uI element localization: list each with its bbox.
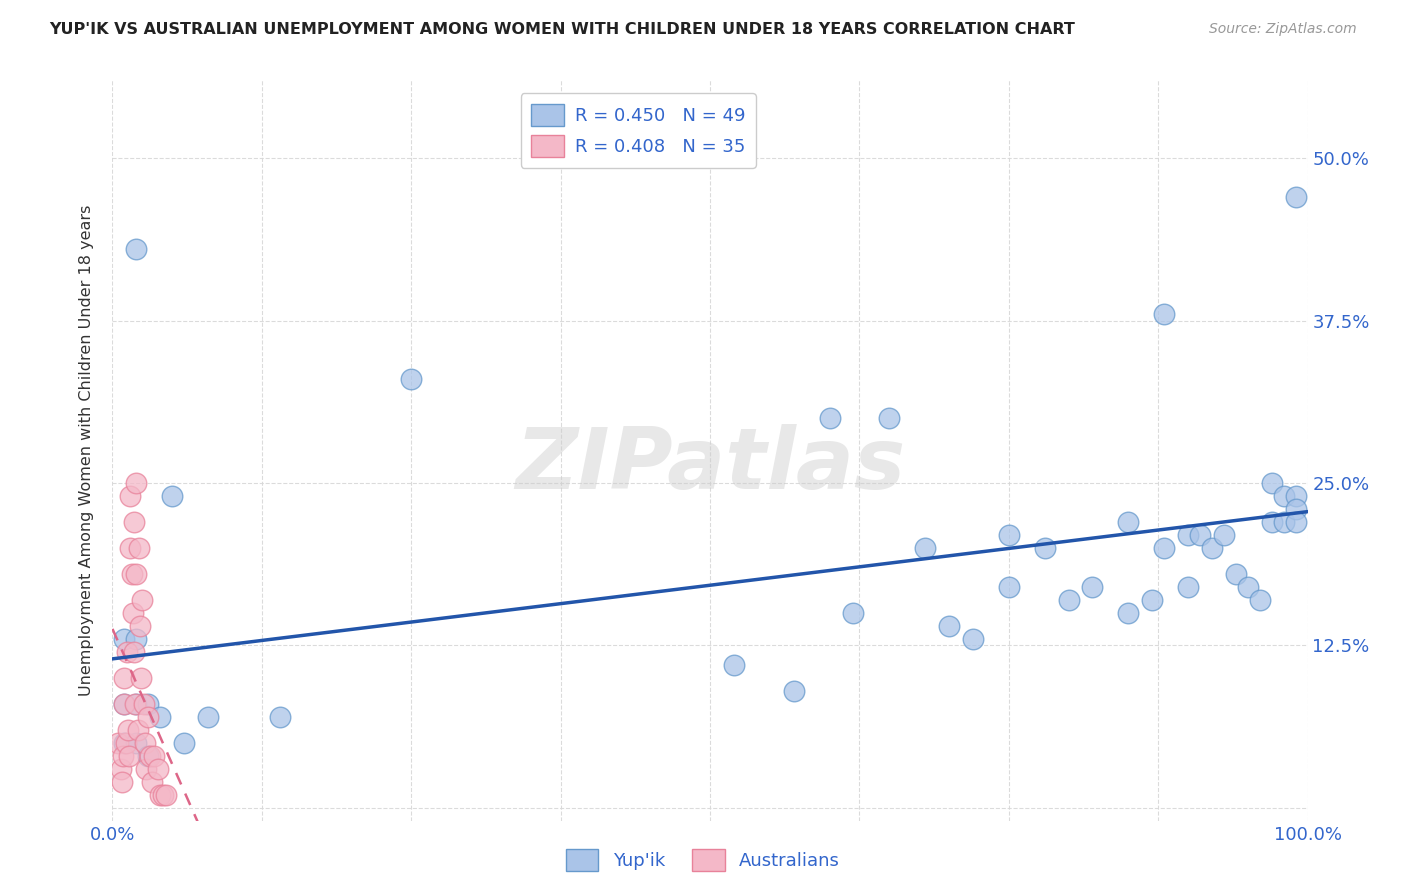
Point bbox=[1189, 528, 1212, 542]
Point bbox=[135, 762, 157, 776]
Point bbox=[149, 710, 172, 724]
Point bbox=[1285, 190, 1308, 204]
Legend: Yup'ik, Australians: Yup'ik, Australians bbox=[558, 842, 848, 879]
Point bbox=[134, 736, 156, 750]
Point bbox=[401, 372, 423, 386]
Point bbox=[122, 515, 145, 529]
Point bbox=[138, 710, 160, 724]
Point bbox=[149, 788, 172, 802]
Point bbox=[1057, 592, 1080, 607]
Point bbox=[117, 723, 139, 737]
Point bbox=[114, 697, 135, 711]
Text: Source: ZipAtlas.com: Source: ZipAtlas.com bbox=[1209, 22, 1357, 37]
Point bbox=[879, 411, 901, 425]
Point bbox=[132, 697, 155, 711]
Point bbox=[938, 619, 960, 633]
Point bbox=[115, 645, 138, 659]
Point bbox=[173, 736, 195, 750]
Point bbox=[1033, 541, 1056, 555]
Point bbox=[129, 671, 152, 685]
Point bbox=[114, 736, 136, 750]
Point bbox=[1213, 528, 1236, 542]
Point bbox=[122, 645, 145, 659]
Point bbox=[110, 762, 132, 776]
Point bbox=[138, 748, 160, 763]
Point bbox=[120, 489, 142, 503]
Point bbox=[138, 697, 160, 711]
Point bbox=[1261, 515, 1284, 529]
Point bbox=[125, 736, 148, 750]
Text: YUP'IK VS AUSTRALIAN UNEMPLOYMENT AMONG WOMEN WITH CHILDREN UNDER 18 YEARS CORRE: YUP'IK VS AUSTRALIAN UNEMPLOYMENT AMONG … bbox=[49, 22, 1076, 37]
Point bbox=[998, 528, 1021, 542]
Text: ZIPatlas: ZIPatlas bbox=[515, 424, 905, 507]
Point bbox=[1081, 580, 1104, 594]
Point bbox=[127, 723, 149, 737]
Point bbox=[120, 541, 142, 555]
Point bbox=[1285, 502, 1308, 516]
Point bbox=[1177, 528, 1199, 542]
Point bbox=[1237, 580, 1260, 594]
Point bbox=[914, 541, 936, 555]
Point bbox=[1249, 592, 1271, 607]
Point bbox=[1177, 580, 1199, 594]
Point bbox=[143, 748, 166, 763]
Point bbox=[1142, 592, 1164, 607]
Point bbox=[723, 657, 745, 672]
Point bbox=[962, 632, 984, 646]
Point bbox=[114, 736, 135, 750]
Point bbox=[782, 683, 804, 698]
Point bbox=[141, 774, 163, 789]
Point bbox=[998, 580, 1021, 594]
Point bbox=[1153, 541, 1175, 555]
Point bbox=[1285, 515, 1308, 529]
Point bbox=[162, 489, 183, 503]
Point bbox=[1285, 489, 1308, 503]
Point bbox=[1272, 489, 1295, 503]
Point bbox=[131, 592, 153, 607]
Point bbox=[138, 748, 160, 763]
Point bbox=[1118, 515, 1140, 529]
Point bbox=[121, 606, 143, 620]
Point bbox=[121, 566, 143, 581]
Point bbox=[125, 475, 148, 490]
Point bbox=[818, 411, 841, 425]
Y-axis label: Unemployment Among Women with Children Under 18 years: Unemployment Among Women with Children U… bbox=[79, 205, 94, 696]
Point bbox=[111, 774, 134, 789]
Point bbox=[128, 541, 150, 555]
Point bbox=[129, 619, 152, 633]
Point bbox=[146, 762, 169, 776]
Point bbox=[114, 697, 135, 711]
Point bbox=[1118, 606, 1140, 620]
Point bbox=[152, 788, 174, 802]
Point bbox=[197, 710, 219, 724]
Point bbox=[1153, 307, 1175, 321]
Point bbox=[112, 748, 135, 763]
Point bbox=[124, 697, 146, 711]
Point bbox=[269, 710, 291, 724]
Point bbox=[114, 632, 135, 646]
Point bbox=[118, 748, 141, 763]
Point bbox=[842, 606, 865, 620]
Point bbox=[1261, 475, 1284, 490]
Point bbox=[1201, 541, 1223, 555]
Legend: R = 0.450   N = 49, R = 0.408   N = 35: R = 0.450 N = 49, R = 0.408 N = 35 bbox=[520, 93, 756, 168]
Point bbox=[125, 632, 148, 646]
Point bbox=[107, 736, 129, 750]
Point bbox=[125, 566, 148, 581]
Point bbox=[114, 671, 135, 685]
Point bbox=[1272, 515, 1295, 529]
Point bbox=[125, 697, 148, 711]
Point bbox=[1225, 566, 1247, 581]
Point bbox=[125, 242, 148, 256]
Point bbox=[155, 788, 177, 802]
